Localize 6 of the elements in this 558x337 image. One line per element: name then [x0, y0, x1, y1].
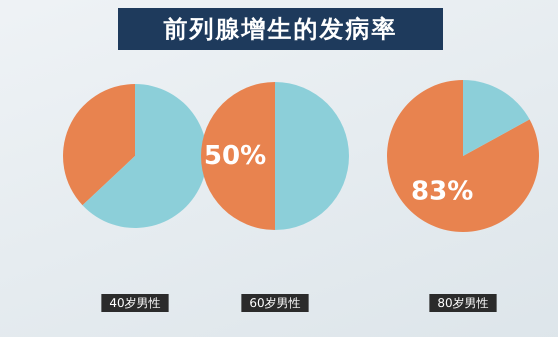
text: 60岁男性	[249, 296, 301, 310]
data-label: 50%	[204, 141, 266, 171]
data-label: 83%	[411, 176, 474, 206]
text: 前列腺增生的发病率	[118, 8, 443, 50]
text: 80岁男性	[437, 296, 489, 310]
text: 40岁男性	[109, 296, 161, 310]
